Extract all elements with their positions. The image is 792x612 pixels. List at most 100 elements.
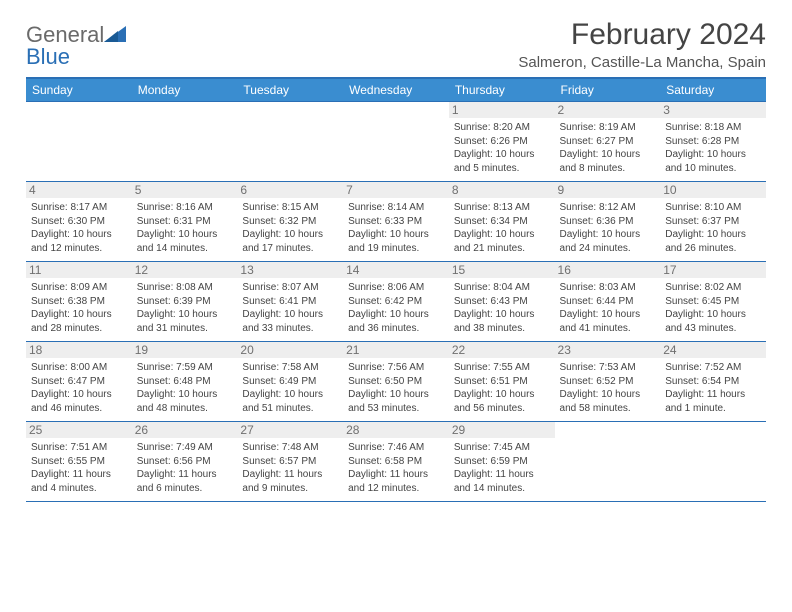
calendar-day-cell: 28Sunrise: 7:46 AMSunset: 6:58 PMDayligh… (343, 422, 449, 502)
day-number: 10 (660, 182, 766, 198)
day-number: 13 (237, 262, 343, 278)
day-number: 1 (449, 102, 555, 118)
daylight-line: Daylight: 10 hours and 26 minutes. (665, 228, 761, 255)
brand-part2: Blue (26, 44, 70, 69)
calendar-day-cell: 5Sunrise: 8:16 AMSunset: 6:31 PMDaylight… (132, 182, 238, 262)
day-info: Sunrise: 8:06 AMSunset: 6:42 PMDaylight:… (348, 281, 444, 335)
sunrise-line: Sunrise: 7:51 AM (31, 441, 127, 455)
sunset-line: Sunset: 6:49 PM (242, 375, 338, 389)
sunrise-line: Sunrise: 7:53 AM (560, 361, 656, 375)
sunset-line: Sunset: 6:38 PM (31, 295, 127, 309)
calendar-day-cell: 21Sunrise: 7:56 AMSunset: 6:50 PMDayligh… (343, 342, 449, 422)
calendar-week-row: 25Sunrise: 7:51 AMSunset: 6:55 PMDayligh… (26, 422, 766, 502)
day-number: 22 (449, 342, 555, 358)
day-number: 17 (660, 262, 766, 278)
sunset-line: Sunset: 6:59 PM (454, 455, 550, 469)
calendar-day-cell: 6 Sunrise: 8:15 AMSunset: 6:32 PMDaylight… (237, 182, 343, 262)
calendar-week-row: 11Sunrise: 8:09 AMSunset: 6:38 PMDayligh… (26, 262, 766, 342)
sunset-line: Sunset: 6:36 PM (560, 215, 656, 229)
day-info: Sunrise: 8:17 AMSunset: 6:30 PMDaylight:… (31, 201, 127, 255)
calendar-day-cell: 11Sunrise: 8:09 AMSunset: 6:38 PMDayligh… (26, 262, 132, 342)
day-info: Sunrise: 8:00 AMSunset: 6:47 PMDaylight:… (31, 361, 127, 415)
daylight-line: Daylight: 11 hours and 1 minute. (665, 388, 761, 415)
day-info: Sunrise: 7:45 AMSunset: 6:59 PMDaylight:… (454, 441, 550, 495)
calendar-day-cell: 14 Sunrise: 8:06 AMSunset: 6:42 PMDayligh… (343, 262, 449, 342)
day-info: Sunrise: 8:07 AMSunset: 6:41 PMDaylight:… (242, 281, 338, 335)
calendar-week-row: 4Sunrise: 8:17 AMSunset: 6:30 PMDaylight… (26, 182, 766, 262)
day-number: 16 (555, 262, 661, 278)
weekday-header: Sunday (26, 78, 132, 102)
day-info: Sunrise: 8:04 AMSunset: 6:43 PMDaylight:… (454, 281, 550, 335)
day-number: 26 (132, 422, 238, 438)
sunset-line: Sunset: 6:41 PM (242, 295, 338, 309)
sunset-line: Sunset: 6:44 PM (560, 295, 656, 309)
sunrise-line: Sunrise: 7:46 AM (348, 441, 444, 455)
sunrise-line: Sunrise: 8:09 AM (31, 281, 127, 295)
sunrise-line: Sunrise: 7:48 AM (242, 441, 338, 455)
daylight-line: Daylight: 10 hours and 19 minutes. (348, 228, 444, 255)
sunrise-line: Sunrise: 8:00 AM (31, 361, 127, 375)
sunrise-line: Sunrise: 8:02 AM (665, 281, 761, 295)
day-number: 2 (555, 102, 661, 118)
day-number: 27 (237, 422, 343, 438)
brand-text: General Blue (26, 24, 126, 68)
day-info: Sunrise: 8:02 AMSunset: 6:45 PMDaylight:… (665, 281, 761, 335)
day-info: Sunrise: 8:10 AMSunset: 6:37 PMDaylight:… (665, 201, 761, 255)
calendar-day-cell (660, 422, 766, 502)
calendar-day-cell: 16 Sunrise: 8:03 AMSunset: 6:44 PMDayligh… (555, 262, 661, 342)
daylight-line: Daylight: 10 hours and 41 minutes. (560, 308, 656, 335)
day-info: Sunrise: 8:12 AMSunset: 6:36 PMDaylight:… (560, 201, 656, 255)
daylight-line: Daylight: 11 hours and 9 minutes. (242, 468, 338, 495)
sunset-line: Sunset: 6:50 PM (348, 375, 444, 389)
sunset-line: Sunset: 6:55 PM (31, 455, 127, 469)
sunset-line: Sunset: 6:45 PM (665, 295, 761, 309)
sunset-line: Sunset: 6:32 PM (242, 215, 338, 229)
calendar-day-cell: 8Sunrise: 8:13 AMSunset: 6:34 PMDaylight… (449, 182, 555, 262)
sunrise-line: Sunrise: 8:19 AM (560, 121, 656, 135)
sunset-line: Sunset: 6:58 PM (348, 455, 444, 469)
sunset-line: Sunset: 6:56 PM (137, 455, 233, 469)
page-title: February 2024 (518, 18, 766, 52)
sunset-line: Sunset: 6:57 PM (242, 455, 338, 469)
day-number: 14 (343, 262, 449, 278)
sunset-line: Sunset: 6:43 PM (454, 295, 550, 309)
day-info: Sunrise: 7:58 AMSunset: 6:49 PMDaylight:… (242, 361, 338, 415)
calendar-day-cell: 22 Sunrise: 7:55 AMSunset: 6:51 PMDayligh… (449, 342, 555, 422)
day-info: Sunrise: 8:19 AMSunset: 6:27 PMDaylight:… (560, 121, 656, 175)
calendar-week-row: 18Sunrise: 8:00 AMSunset: 6:47 PMDayligh… (26, 342, 766, 422)
sunrise-line: Sunrise: 8:04 AM (454, 281, 550, 295)
daylight-line: Daylight: 10 hours and 56 minutes. (454, 388, 550, 415)
daylight-line: Daylight: 11 hours and 6 minutes. (137, 468, 233, 495)
sunset-line: Sunset: 6:28 PM (665, 135, 761, 149)
sunrise-line: Sunrise: 8:20 AM (454, 121, 550, 135)
day-info: Sunrise: 7:55 AMSunset: 6:51 PMDaylight:… (454, 361, 550, 415)
sunrise-line: Sunrise: 8:16 AM (137, 201, 233, 215)
sunrise-line: Sunrise: 8:06 AM (348, 281, 444, 295)
daylight-line: Daylight: 10 hours and 8 minutes. (560, 148, 656, 175)
daylight-line: Daylight: 10 hours and 17 minutes. (242, 228, 338, 255)
sunset-line: Sunset: 6:30 PM (31, 215, 127, 229)
calendar-day-cell: 17 Sunrise: 8:02 AMSunset: 6:45 PMDayligh… (660, 262, 766, 342)
calendar-day-cell (343, 102, 449, 182)
day-info: Sunrise: 8:15 AMSunset: 6:32 PMDaylight:… (242, 201, 338, 255)
calendar-day-cell: 7Sunrise: 8:14 AMSunset: 6:33 PMDaylight… (343, 182, 449, 262)
calendar-day-cell: 25Sunrise: 7:51 AMSunset: 6:55 PMDayligh… (26, 422, 132, 502)
sunrise-line: Sunrise: 7:52 AM (665, 361, 761, 375)
calendar-day-cell (26, 102, 132, 182)
sunset-line: Sunset: 6:27 PM (560, 135, 656, 149)
daylight-line: Daylight: 10 hours and 31 minutes. (137, 308, 233, 335)
day-number: 6 (237, 182, 343, 198)
calendar-day-cell: 12 Sunrise: 8:08 AMSunset: 6:39 PMDayligh… (132, 262, 238, 342)
day-info: Sunrise: 8:08 AMSunset: 6:39 PMDaylight:… (137, 281, 233, 335)
sunset-line: Sunset: 6:31 PM (137, 215, 233, 229)
day-info: Sunrise: 8:03 AMSunset: 6:44 PMDaylight:… (560, 281, 656, 335)
day-number: 12 (132, 262, 238, 278)
calendar-day-cell: 4Sunrise: 8:17 AMSunset: 6:30 PMDaylight… (26, 182, 132, 262)
day-number: 5 (132, 182, 238, 198)
day-info: Sunrise: 7:56 AMSunset: 6:50 PMDaylight:… (348, 361, 444, 415)
calendar-day-cell: 3Sunrise: 8:18 AMSunset: 6:28 PMDaylight… (660, 102, 766, 182)
daylight-line: Daylight: 11 hours and 4 minutes. (31, 468, 127, 495)
weekday-header: Thursday (449, 78, 555, 102)
day-number: 15 (449, 262, 555, 278)
daylight-line: Daylight: 10 hours and 36 minutes. (348, 308, 444, 335)
